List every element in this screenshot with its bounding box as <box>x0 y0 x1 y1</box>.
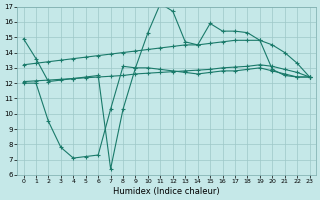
X-axis label: Humidex (Indice chaleur): Humidex (Indice chaleur) <box>113 187 220 196</box>
